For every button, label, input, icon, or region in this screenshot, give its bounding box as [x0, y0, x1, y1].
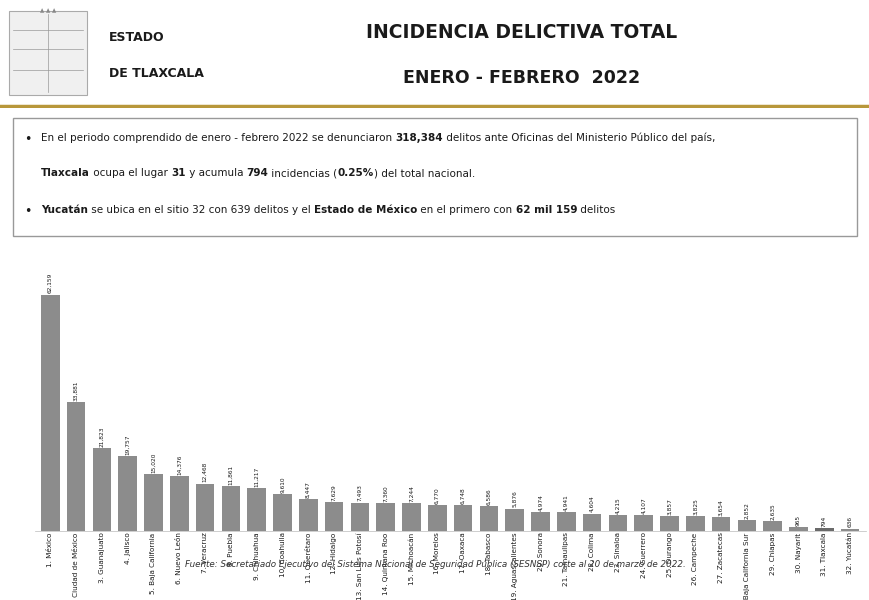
Text: Tlaxcala: Tlaxcala: [41, 168, 90, 178]
Text: 11,861: 11,861: [229, 464, 233, 485]
Text: 9,610: 9,610: [280, 476, 285, 493]
Text: Yucatán: Yucatán: [41, 205, 88, 215]
Bar: [531, 512, 549, 531]
Text: se ubica en el sitio 32 con 639 delitos y el: se ubica en el sitio 32 con 639 delitos …: [88, 205, 314, 215]
Bar: [556, 512, 575, 531]
Bar: [401, 503, 421, 531]
Bar: [376, 503, 395, 531]
Bar: [840, 529, 859, 531]
Bar: [814, 528, 833, 531]
Text: 33,881: 33,881: [74, 380, 78, 401]
Text: 3,825: 3,825: [692, 498, 697, 515]
Bar: [9, 11, 87, 95]
Bar: [763, 521, 781, 531]
Text: 7,493: 7,493: [357, 484, 362, 501]
Bar: [196, 484, 214, 531]
Bar: [428, 505, 446, 531]
Text: •: •: [24, 133, 31, 146]
Text: ) del total nacional.: ) del total nacional.: [373, 168, 474, 178]
Bar: [41, 295, 59, 531]
Bar: [273, 494, 291, 531]
Bar: [788, 527, 807, 531]
Text: 318,384: 318,384: [395, 133, 442, 143]
Text: 4,107: 4,107: [640, 497, 646, 514]
Text: 8,447: 8,447: [306, 481, 310, 497]
Text: 7,360: 7,360: [382, 485, 388, 502]
Bar: [634, 515, 653, 531]
Text: 7,629: 7,629: [331, 484, 336, 500]
Text: 62,159: 62,159: [48, 273, 53, 293]
Text: 3,654: 3,654: [718, 499, 723, 516]
Text: 2,852: 2,852: [744, 502, 748, 519]
Bar: [92, 448, 111, 531]
Text: En el periodo comprendido de enero - febrero 2022 se denunciaron: En el periodo comprendido de enero - feb…: [41, 133, 395, 143]
Text: 19,757: 19,757: [125, 434, 130, 455]
Text: 4,604: 4,604: [589, 496, 594, 512]
Bar: [660, 517, 678, 531]
Bar: [454, 505, 472, 531]
Text: 794: 794: [821, 515, 826, 527]
Bar: [582, 514, 600, 531]
Bar: [67, 402, 85, 531]
Text: Estado de México: Estado de México: [314, 205, 417, 215]
Text: 15,020: 15,020: [151, 452, 156, 473]
Bar: [608, 515, 627, 531]
Bar: [711, 517, 730, 531]
Text: y acumula: y acumula: [185, 168, 246, 178]
Text: ocupa el lugar: ocupa el lugar: [90, 168, 171, 178]
Text: •: •: [24, 205, 31, 218]
Text: 6,586: 6,586: [486, 488, 491, 505]
Text: 0.25%: 0.25%: [337, 168, 373, 178]
Text: delitos: delitos: [576, 205, 614, 215]
Text: 3,857: 3,857: [667, 498, 671, 515]
Text: ENERO - FEBRERO  2022: ENERO - FEBRERO 2022: [403, 69, 640, 87]
Bar: [247, 488, 266, 531]
Text: 14,376: 14,376: [176, 455, 182, 475]
Text: 6,770: 6,770: [434, 487, 440, 504]
Text: 21,823: 21,823: [99, 426, 104, 447]
Text: 6,748: 6,748: [460, 487, 465, 504]
Text: 965: 965: [795, 515, 800, 526]
Bar: [324, 502, 343, 531]
Bar: [222, 486, 240, 531]
Bar: [118, 456, 136, 531]
Text: incidencias (: incidencias (: [268, 168, 337, 178]
Text: 4,941: 4,941: [563, 494, 568, 511]
Text: 11,217: 11,217: [254, 467, 259, 487]
Bar: [299, 499, 317, 531]
Text: ▲ ▲ ▲: ▲ ▲ ▲: [40, 8, 56, 13]
Text: 4,974: 4,974: [537, 494, 542, 511]
Text: 31: 31: [171, 168, 185, 178]
Text: 2,635: 2,635: [769, 503, 774, 520]
Text: en el primero con: en el primero con: [417, 205, 515, 215]
Bar: [144, 474, 163, 531]
Text: INCIDENCIA DELICTIVA TOTAL: INCIDENCIA DELICTIVA TOTAL: [366, 23, 677, 42]
Text: 5,876: 5,876: [512, 491, 517, 508]
Bar: [737, 520, 755, 531]
Text: 4,215: 4,215: [614, 497, 620, 514]
Bar: [505, 509, 523, 531]
Bar: [686, 517, 704, 531]
Text: 794: 794: [246, 168, 268, 178]
Text: 62 mil 159: 62 mil 159: [515, 205, 576, 215]
Text: 12,468: 12,468: [202, 462, 208, 482]
Text: delitos ante Oficinas del Ministerio Público del país,: delitos ante Oficinas del Ministerio Púb…: [442, 133, 714, 143]
Bar: [350, 503, 368, 531]
Bar: [479, 506, 498, 531]
Bar: [169, 476, 189, 531]
FancyBboxPatch shape: [13, 118, 856, 236]
Text: ESTADO: ESTADO: [109, 31, 164, 44]
Text: 636: 636: [846, 516, 852, 527]
Text: 7,244: 7,244: [408, 485, 414, 502]
Text: Fuente: Secretariado Ejecutivo del Sistema Nacional de Seguridad Pública (SESNSP: Fuente: Secretariado Ejecutivo del Siste…: [184, 560, 685, 569]
Text: DE TLAXCALA: DE TLAXCALA: [109, 67, 203, 80]
